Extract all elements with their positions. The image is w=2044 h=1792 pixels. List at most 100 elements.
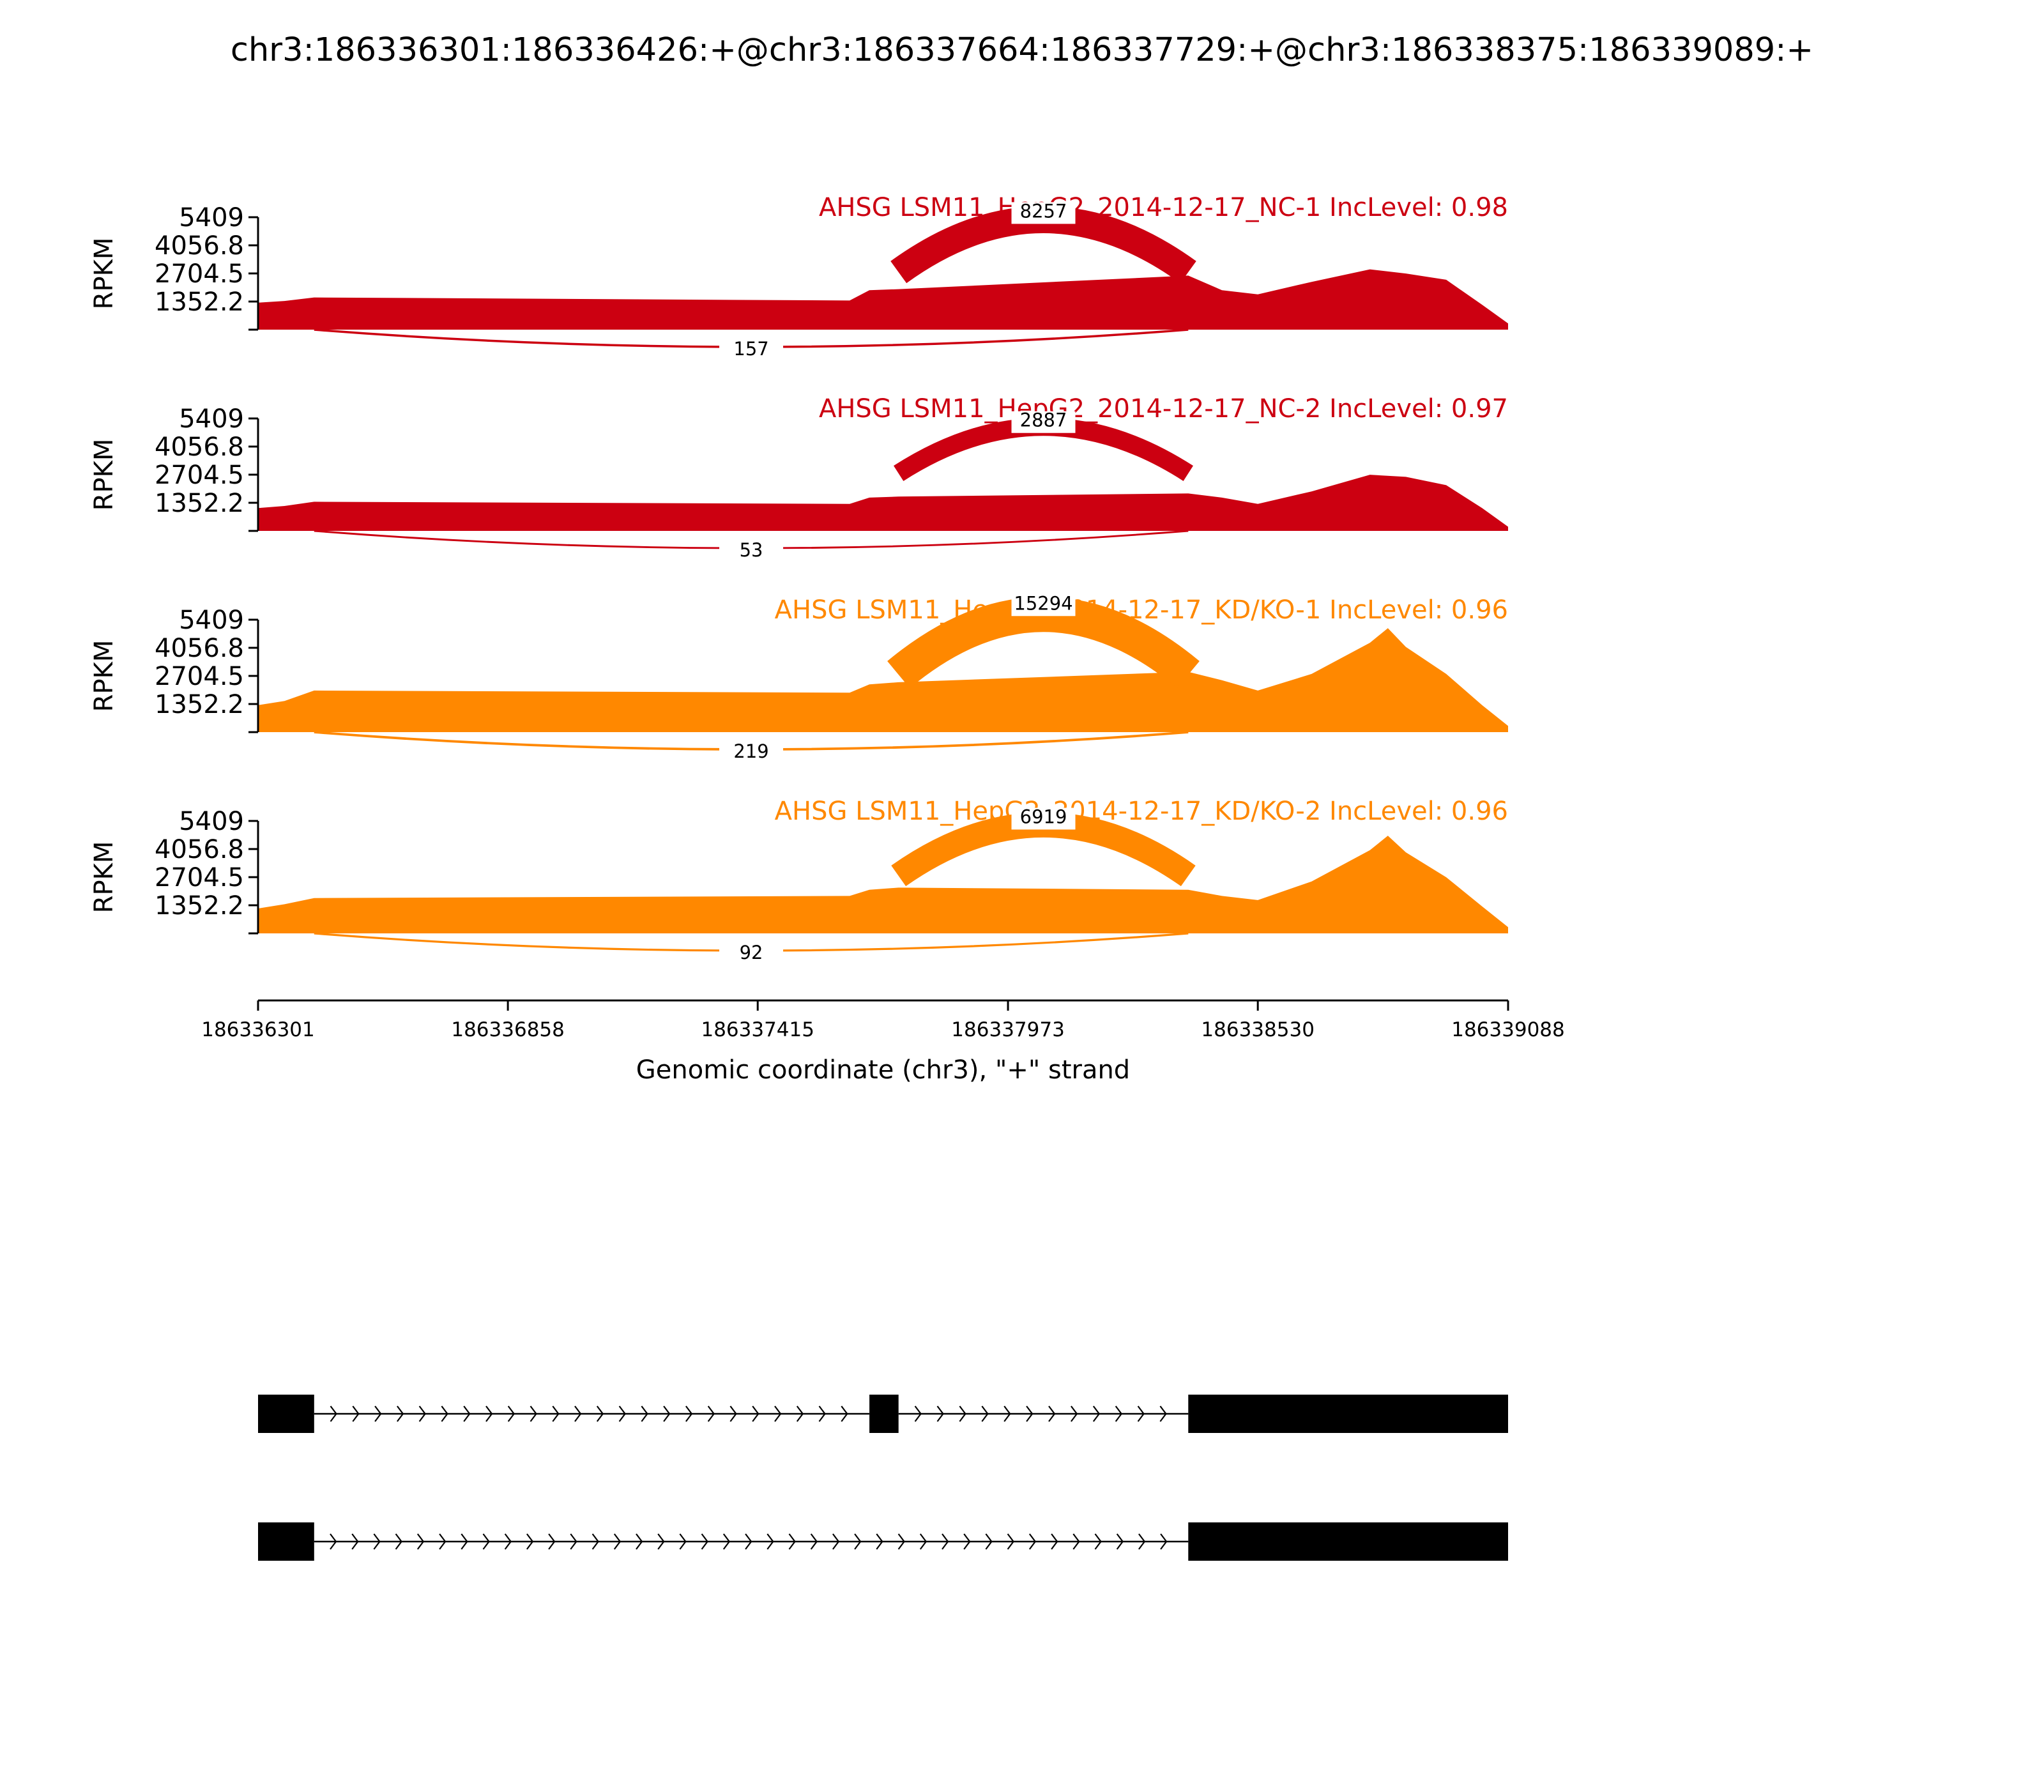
y-tick-label: 2704.5 [155, 863, 244, 892]
strand-chevron-icon [841, 1405, 848, 1422]
strand-chevron-icon [591, 1533, 599, 1550]
panel-title: AHSG LSM11_HepG2_2014-12-17_NC-1 IncLeve… [819, 193, 1508, 222]
junction-label-bg [719, 742, 784, 764]
strand-chevron-icon [504, 1533, 512, 1550]
strand-chevron-icon [373, 1533, 381, 1550]
junction-count-label: 8257 [1020, 200, 1067, 222]
strand-chevron-icon [981, 1405, 989, 1422]
strand-chevron-icon [461, 1533, 468, 1550]
panel-title: AHSG LSM11_HepG2_2014-12-17_NC-2 IncLeve… [819, 394, 1508, 424]
strand-chevron-icon [1048, 1405, 1056, 1422]
strand-chevron-icon [1071, 1405, 1078, 1422]
y-tick-label: 4056.8 [155, 835, 244, 864]
strand-chevron-icon [766, 1533, 774, 1550]
strand-chevron-icon [330, 1533, 337, 1550]
strand-chevron-icon [796, 1405, 804, 1422]
y-tick-label: 4056.8 [155, 433, 244, 462]
y-tick-label: 4056.8 [155, 231, 244, 261]
strand-chevron-icon [959, 1405, 966, 1422]
exon-block [258, 1395, 314, 1433]
y-tick-label: 1352.2 [155, 690, 244, 719]
coverage-area [258, 836, 1508, 933]
strand-chevron-icon [679, 1533, 687, 1550]
strand-chevron-icon [618, 1405, 626, 1422]
strand-chevron-icon [876, 1533, 883, 1550]
y-axis-label: RPKM [89, 841, 119, 914]
strand-chevron-icon [722, 1533, 731, 1550]
strand-chevron-icon [439, 1533, 446, 1550]
strand-chevron-icon [1116, 1533, 1124, 1550]
strand-chevron-icon [552, 1405, 560, 1422]
x-tick-label: 186337973 [951, 1018, 1065, 1041]
strand-chevron-icon [485, 1405, 493, 1422]
strand-chevron-icon [418, 1405, 426, 1422]
strand-chevron-icon [574, 1405, 582, 1422]
strand-chevron-icon [1072, 1533, 1080, 1550]
strand-chevron-icon [570, 1533, 577, 1550]
y-tick-label: 5409 [179, 404, 244, 434]
panel-title: AHSG LSM11_HepG2_2014-12-17_KD/KO-1 IncL… [775, 595, 1508, 625]
exon-block [869, 1395, 899, 1433]
coverage-area [258, 269, 1508, 330]
strand-chevron-icon [1094, 1533, 1102, 1550]
junction-count-label: 219 [733, 740, 768, 762]
y-tick-label: 5409 [179, 203, 244, 233]
y-tick-label: 1352.2 [155, 287, 244, 317]
strand-chevron-icon [774, 1405, 782, 1422]
strand-chevron-icon [526, 1533, 534, 1550]
strand-chevron-icon [914, 1405, 922, 1422]
strand-chevron-icon [810, 1533, 818, 1550]
strand-chevron-icon [657, 1533, 665, 1550]
junction-label-bg [719, 541, 784, 563]
strand-chevron-icon [1007, 1533, 1014, 1550]
panel-title: AHSG LSM11_HepG2_2014-12-17_KD/KO-2 IncL… [775, 797, 1508, 826]
junction-count-label: 15294 [1014, 592, 1072, 614]
strand-chevron-icon [548, 1533, 556, 1550]
strand-chevron-icon [1160, 1533, 1168, 1550]
y-tick-label: 2704.5 [155, 461, 244, 490]
strand-chevron-icon [397, 1405, 404, 1422]
strand-chevron-icon [330, 1405, 337, 1422]
exon-block [258, 1522, 314, 1561]
strand-chevron-icon [1115, 1405, 1123, 1422]
junction-count-label: 2887 [1020, 410, 1067, 431]
junction-count-label: 53 [740, 539, 763, 561]
strand-chevron-icon [1051, 1533, 1058, 1550]
y-tick-label: 5409 [179, 807, 244, 836]
strand-chevron-icon [788, 1533, 796, 1550]
junction-label-bg [1011, 594, 1076, 616]
coverage-area [258, 475, 1508, 531]
isoform-row-2 [258, 1522, 1508, 1561]
y-axis-label: RPKM [89, 238, 119, 310]
y-axis-label: RPKM [89, 640, 119, 712]
strand-chevron-icon [395, 1533, 402, 1550]
junction-label-bg [1011, 808, 1076, 830]
junction-arc-above [890, 206, 1196, 284]
strand-chevron-icon [441, 1405, 448, 1422]
strand-chevron-icon [685, 1405, 693, 1422]
y-tick-label: 5409 [179, 606, 244, 635]
strand-chevron-icon [729, 1405, 737, 1422]
y-tick-label: 2704.5 [155, 662, 244, 691]
junction-arc-above [891, 812, 1196, 887]
strand-chevron-icon [663, 1405, 671, 1422]
strand-chevron-icon [854, 1533, 862, 1550]
strand-chevron-icon [1028, 1533, 1037, 1550]
strand-chevron-icon [832, 1533, 840, 1550]
strand-chevron-icon [1137, 1405, 1145, 1422]
strand-chevron-icon [752, 1405, 759, 1422]
y-tick-label: 1352.2 [155, 489, 244, 518]
strand-chevron-icon [641, 1405, 648, 1422]
junction-label-bg [719, 944, 784, 965]
strand-chevron-icon [351, 1533, 359, 1550]
isoform-row-1 [258, 1395, 1508, 1433]
strand-chevron-icon [942, 1533, 949, 1550]
strand-chevron-icon [1026, 1405, 1033, 1422]
exon-block [1188, 1395, 1508, 1433]
junction-count-label: 6919 [1020, 806, 1067, 827]
strand-chevron-icon [936, 1405, 944, 1422]
junction-label-bg [1011, 202, 1076, 224]
